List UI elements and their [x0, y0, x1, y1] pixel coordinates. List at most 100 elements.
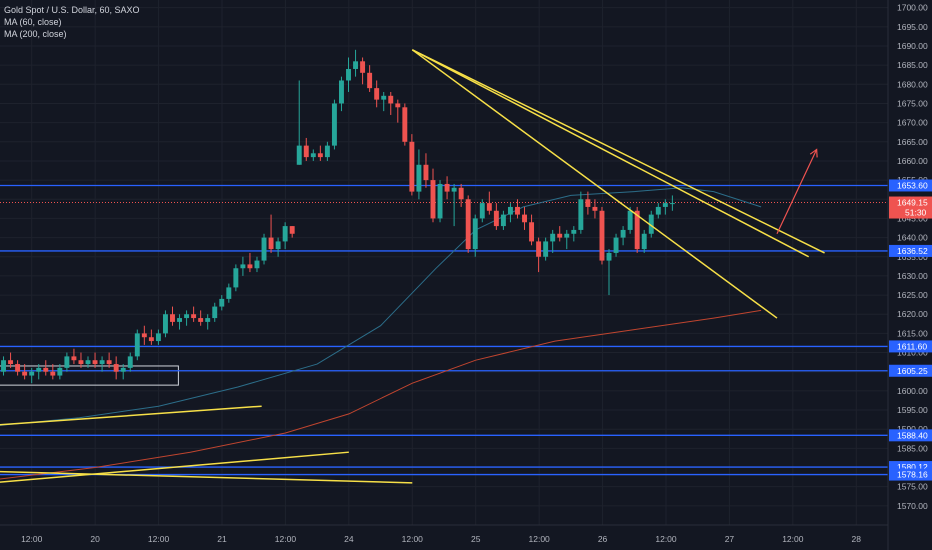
trendline — [411, 49, 825, 254]
candle-body — [493, 210, 499, 227]
x-tick-label: 12:00 — [275, 534, 297, 544]
candle-body — [409, 141, 415, 192]
y-tick-label: 1615.00 — [897, 328, 928, 338]
x-tick-label: 12:00 — [402, 534, 424, 544]
bar-countdown-label: 51:30 — [905, 208, 927, 218]
x-tick-label: 27 — [725, 534, 735, 544]
candle-body — [134, 333, 140, 357]
candle-body — [479, 203, 485, 219]
candle-body — [240, 264, 246, 269]
level-price-tag — [889, 429, 932, 442]
candle-body — [148, 337, 154, 342]
level-price-label: 1588.40 — [897, 430, 928, 440]
candle-body — [543, 241, 549, 257]
candle-body — [515, 206, 520, 215]
level-price-tag — [889, 364, 932, 377]
candle-body — [303, 145, 309, 158]
candle-body — [451, 187, 457, 192]
candle-body — [465, 199, 471, 250]
candle-body — [522, 214, 527, 223]
candle-body — [437, 183, 443, 219]
candle-body — [268, 237, 274, 250]
candle-body — [57, 367, 63, 376]
y-tick-label: 1610.00 — [897, 348, 928, 358]
candle-body — [170, 314, 175, 322]
y-tick-label: 1670.00 — [897, 118, 928, 128]
candle-body — [634, 210, 640, 250]
candle-body — [536, 241, 542, 257]
y-tick-label: 1600.00 — [897, 386, 928, 396]
candle-body — [557, 233, 563, 238]
candle-body — [423, 164, 429, 181]
y-tick-label: 1665.00 — [897, 137, 928, 147]
chart-legend: Gold Spot / U.S. Dollar, 60, SAXO MA (60… — [4, 4, 140, 40]
candle-body — [346, 68, 351, 81]
level-price-label: 1580.12 — [897, 462, 928, 472]
candle-body — [662, 203, 668, 207]
candle-body — [620, 229, 626, 238]
candle-body — [233, 268, 239, 288]
candle-body — [177, 318, 182, 322]
ma60-line — [0, 187, 762, 426]
ma200-legend[interactable]: MA (200, close) — [4, 29, 67, 39]
candle-body — [339, 80, 344, 104]
y-tick-label: 1700.00 — [897, 3, 928, 13]
x-tick-label: 21 — [217, 534, 227, 544]
candle-body — [500, 214, 506, 227]
candle-body — [353, 61, 359, 69]
candle-body — [592, 206, 598, 211]
ma60-legend[interactable]: MA (60, close) — [4, 17, 62, 27]
x-tick-label: 28 — [852, 534, 862, 544]
y-tick-label: 1625.00 — [897, 290, 928, 300]
candle-body — [627, 210, 633, 230]
level-price-label: 1578.16 — [897, 470, 928, 480]
y-tick-label: 1680.00 — [897, 79, 928, 89]
x-tick-label: 12:00 — [529, 534, 551, 544]
current-price-tag — [889, 196, 932, 219]
candle-body — [141, 333, 147, 338]
y-tick-label: 1570.00 — [897, 501, 928, 511]
candle-body — [205, 318, 211, 322]
candle-body — [36, 367, 42, 372]
candle-body — [85, 360, 91, 365]
y-tick-label: 1685.00 — [897, 60, 928, 70]
x-tick-label: 26 — [598, 534, 608, 544]
candle-body — [331, 103, 337, 146]
candle-body — [106, 360, 112, 365]
candle-body — [367, 72, 373, 89]
trendline — [0, 405, 262, 426]
candle-body — [212, 306, 218, 319]
symbol-title[interactable]: Gold Spot / U.S. Dollar, 60, SAXO — [4, 5, 140, 15]
level-price-label: 1611.60 — [897, 341, 927, 351]
candle-body — [78, 360, 84, 365]
candle-body — [585, 199, 591, 207]
current-price-label: 1649.15 — [897, 198, 928, 208]
candle-body — [416, 164, 422, 192]
price-axis-background — [888, 0, 932, 550]
trendline — [0, 451, 349, 483]
candle-body — [606, 252, 612, 261]
y-tick-label: 1630.00 — [897, 271, 928, 281]
candle-body — [599, 210, 605, 261]
candle-body — [120, 367, 126, 372]
candle-body — [247, 264, 253, 269]
y-tick-label: 1640.00 — [897, 233, 928, 243]
candle-body — [550, 233, 556, 242]
level-price-tag — [889, 179, 932, 192]
y-tick-label: 1660.00 — [897, 156, 928, 166]
candle-body — [113, 364, 119, 372]
candle-body — [641, 233, 647, 250]
candle-body — [578, 199, 584, 230]
candle-body — [296, 145, 302, 165]
candle-body — [226, 287, 232, 299]
y-tick-label: 1585.00 — [897, 443, 928, 453]
candle-body — [486, 203, 492, 211]
candle-body — [381, 95, 387, 100]
y-tick-label: 1595.00 — [897, 405, 928, 415]
level-price-label: 1605.25 — [897, 366, 928, 376]
candle-body — [219, 298, 225, 307]
candle-body — [261, 237, 267, 261]
range-box — [0, 365, 179, 386]
